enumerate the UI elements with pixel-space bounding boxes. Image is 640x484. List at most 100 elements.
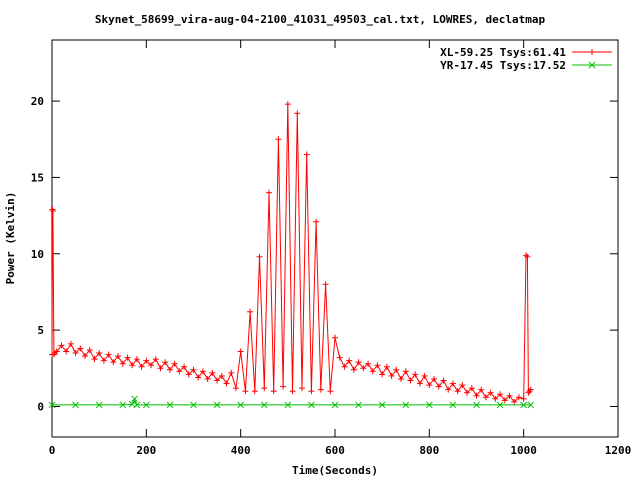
data-point <box>378 401 386 409</box>
plot-frame <box>51 39 619 438</box>
data-point <box>256 253 263 260</box>
data-point <box>204 375 211 382</box>
data-point <box>115 353 122 360</box>
data-point <box>63 348 70 355</box>
data-point <box>355 401 362 409</box>
data-point <box>185 371 192 378</box>
data-point <box>365 360 372 367</box>
data-point <box>336 354 343 361</box>
x-tick-label: 800 <box>419 444 439 457</box>
y-tick-label: 20 <box>31 95 44 108</box>
data-point <box>449 380 456 387</box>
y-tick-label: 15 <box>31 171 44 184</box>
data-point <box>265 189 272 196</box>
data-point <box>289 388 296 395</box>
data-point <box>49 208 56 215</box>
data-point <box>242 388 249 395</box>
data-point <box>346 357 353 364</box>
data-point <box>96 350 103 357</box>
data-point <box>176 368 183 375</box>
data-point <box>190 366 197 373</box>
data-point <box>501 397 508 404</box>
x-axis-label: Time(Seconds) <box>292 464 378 477</box>
data-point <box>487 389 494 396</box>
data-point <box>440 377 447 384</box>
data-point <box>251 388 258 395</box>
y-tick-label: 0 <box>37 400 44 413</box>
data-point <box>464 389 471 396</box>
x-tick-label: 1200 <box>605 444 632 457</box>
data-point <box>218 372 225 379</box>
data-point <box>237 348 244 355</box>
data-point <box>523 252 530 259</box>
series-line <box>51 104 532 403</box>
data-point <box>355 359 362 366</box>
data-point <box>105 351 112 358</box>
x-tick-label: 400 <box>231 444 251 457</box>
data-point <box>520 395 527 402</box>
data-point <box>91 356 98 363</box>
data-point <box>284 101 291 108</box>
data-point <box>261 385 268 392</box>
data-point <box>308 388 315 395</box>
series-0 <box>49 101 534 405</box>
data-point <box>133 356 140 363</box>
data-point <box>520 401 528 409</box>
data-point <box>360 365 367 372</box>
data-point <box>388 372 395 379</box>
data-point <box>421 372 428 379</box>
data-point <box>327 388 334 395</box>
data-point <box>402 401 410 409</box>
data-point <box>402 368 409 375</box>
data-point <box>280 383 287 390</box>
data-point <box>379 371 386 378</box>
data-point <box>129 362 136 369</box>
data-point <box>171 360 178 367</box>
data-point <box>148 362 155 369</box>
data-point <box>195 374 202 381</box>
legend-label: YR-17.45 Tsys:17.52 <box>440 59 566 72</box>
data-point <box>331 401 339 409</box>
data-point <box>527 401 535 409</box>
data-point <box>48 401 56 409</box>
data-point <box>407 377 414 384</box>
data-point <box>459 382 466 389</box>
data-point <box>350 366 357 373</box>
data-point <box>138 363 145 370</box>
data-point <box>124 354 131 361</box>
data-point <box>398 375 405 382</box>
legend-marker <box>588 61 596 69</box>
data-point <box>133 401 141 409</box>
series-1 <box>48 395 535 409</box>
data-point <box>247 308 254 315</box>
data-point <box>527 386 534 393</box>
data-point <box>308 401 315 409</box>
data-point <box>294 110 301 117</box>
data-point <box>275 136 282 143</box>
data-point <box>199 368 206 375</box>
x-tick-label: 0 <box>49 444 56 457</box>
data-point <box>119 360 126 367</box>
data-point <box>515 394 522 401</box>
data-point <box>72 401 79 409</box>
data-point <box>298 385 305 392</box>
data-point <box>157 365 164 372</box>
data-point <box>369 368 376 375</box>
data-point <box>445 386 452 393</box>
data-point <box>110 359 117 366</box>
data-point <box>473 401 480 409</box>
data-point <box>496 401 504 409</box>
data-point <box>524 253 531 260</box>
y-axis-label: Power (Kelvin) <box>4 192 17 285</box>
data-point <box>435 383 442 390</box>
data-point <box>95 401 103 409</box>
data-point <box>393 366 400 373</box>
data-point <box>232 385 239 392</box>
data-point <box>270 388 277 395</box>
data-point <box>213 401 221 409</box>
data-point <box>374 362 381 369</box>
data-point <box>317 386 324 393</box>
data-point <box>214 377 221 384</box>
